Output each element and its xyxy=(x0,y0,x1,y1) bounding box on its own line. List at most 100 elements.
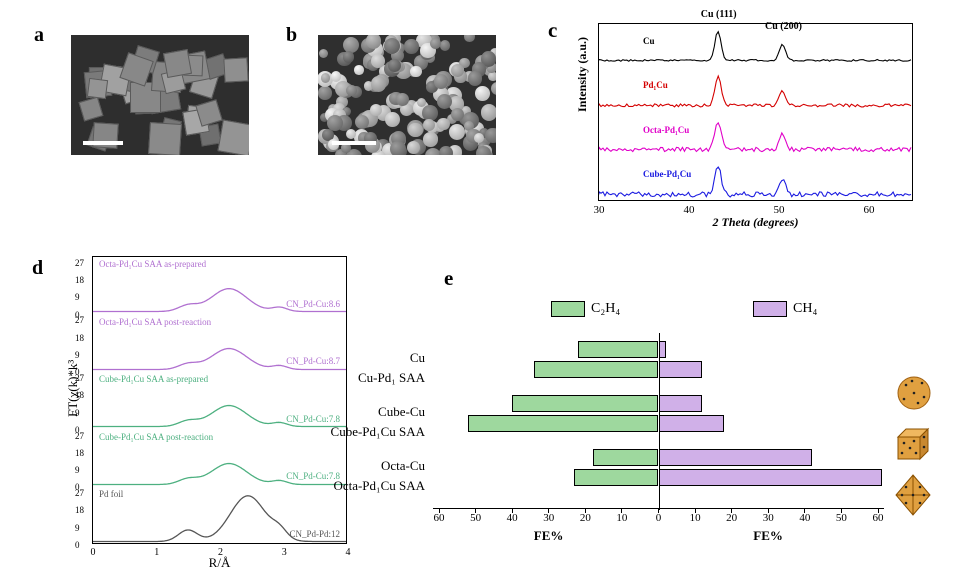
fe-legend-item: CH₄ xyxy=(753,301,817,317)
nanoparticle-octahedron-icon xyxy=(892,473,934,517)
exafs-cn-label: CN_Pd-Cu:7.8 xyxy=(286,471,340,481)
panel-label-c: c xyxy=(548,18,557,43)
fe-bar-ch4 xyxy=(659,341,666,358)
fe-xtick: 30 xyxy=(543,512,554,524)
fe-row-label: Cube-Cu xyxy=(378,404,425,420)
exafs-series-label: Cube-Pd₁Cu SAA post-reaction xyxy=(99,432,213,442)
exafs-ytick: 9 xyxy=(75,350,80,360)
fe-xtick: 50 xyxy=(836,512,847,524)
exafs-trace: Pd foil CN_Pd-Pd:12 xyxy=(93,487,346,545)
exafs-ytick: 18 xyxy=(75,390,84,400)
fe-xtick: 60 xyxy=(434,512,445,524)
exafs-trace: Cube-Pd₁Cu SAA post-reaction CN_Pd-Cu:7.8 xyxy=(93,430,346,488)
xrd-trace: Cu xyxy=(599,24,912,69)
exafs-chart: FT(χ(k)*k³ R/Å 0123409182709182709182709… xyxy=(92,256,347,544)
fe-axis-label-left: FE% xyxy=(534,528,564,544)
xrd-xtick: 30 xyxy=(594,204,605,216)
xrd-xlabel-text: 2 Theta (degrees) xyxy=(713,215,799,229)
fe-bar-ch4 xyxy=(659,469,882,486)
exafs-trace: Octa-Pd₁Cu SAA as-prepared CN_Pd-Cu:8.6 xyxy=(93,257,346,315)
fe-legend-swatch xyxy=(753,301,787,317)
fe-row-label: Cu-Pd₁ SAA xyxy=(358,370,425,386)
exafs-series-label: Octa-Pd₁Cu SAA as-prepared xyxy=(99,259,206,269)
fe-chart: CuCu-Pd₁ SAACube-CuCube-Pd₁Cu SAAOcta-Cu… xyxy=(433,303,884,553)
exafs-ytick: 18 xyxy=(75,275,84,285)
panel-label-a: a xyxy=(34,24,44,47)
fe-bar-ch4 xyxy=(659,395,703,412)
exafs-ytick: 27 xyxy=(75,373,84,383)
exafs-series-label: Pd foil xyxy=(99,489,123,499)
fe-xtick: 30 xyxy=(763,512,774,524)
exafs-xtick: 3 xyxy=(282,547,287,558)
exafs-series-label: Octa-Pd₁Cu SAA post-reaction xyxy=(99,317,211,327)
xrd-xtick: 50 xyxy=(774,204,785,216)
exafs-ytick: 27 xyxy=(75,488,84,498)
exafs-ytick: 27 xyxy=(75,315,84,325)
fe-legend-label: CH₄ xyxy=(793,301,817,317)
fe-xtick: 20 xyxy=(726,512,737,524)
panel-label-d: d xyxy=(32,257,43,280)
exafs-xtick: 2 xyxy=(218,547,223,558)
fe-row-label: Octa-Pd₁Cu SAA xyxy=(333,478,425,494)
exafs-ytick: 27 xyxy=(75,258,84,268)
fe-bar-c2h4 xyxy=(468,415,658,432)
exafs-cn-label: CN_Pd-Cu:8.6 xyxy=(286,299,340,309)
exafs-ytick: 18 xyxy=(75,448,84,458)
xrd-xtick: 40 xyxy=(684,204,695,216)
fe-xtick: 0 xyxy=(656,512,662,524)
xrd-series-label: Octa-Pd₁Cu xyxy=(643,125,689,135)
fe-legend-item: C₂H₄ xyxy=(551,301,620,317)
fe-xtick: 20 xyxy=(580,512,591,524)
fe-xtick: 40 xyxy=(507,512,518,524)
xrd-chart: Intensity (a.u.) 2 Theta (degrees) 30405… xyxy=(598,23,913,201)
fe-barplot: CuCu-Pd₁ SAACube-CuCube-Pd₁Cu SAAOcta-Cu… xyxy=(433,333,884,528)
exafs-ytick: 0 xyxy=(75,540,80,550)
exafs-ytick: 18 xyxy=(75,505,84,515)
fe-bar-c2h4 xyxy=(574,469,658,486)
exafs-series-label: Cube-Pd₁Cu SAA as-prepared xyxy=(99,374,208,384)
exafs-xtick: 1 xyxy=(154,547,159,558)
fe-xtick: 10 xyxy=(616,512,627,524)
exafs-ytick: 18 xyxy=(75,333,84,343)
xrd-series-label: Pd₁Cu xyxy=(643,80,668,90)
fe-row-label: Cu xyxy=(410,350,425,366)
exafs-cn-label: CN_Pd-Pd:12 xyxy=(289,529,340,539)
panel-label-e: e xyxy=(444,266,453,291)
exafs-ytick: 9 xyxy=(75,465,80,475)
fe-legend-label: C₂H₄ xyxy=(591,301,620,317)
xrd-xtick: 60 xyxy=(864,204,875,216)
exafs-ytick: 9 xyxy=(75,292,80,302)
xrd-series-label: Cu xyxy=(643,36,655,46)
xrd-trace: Octa-Pd₁Cu xyxy=(599,113,912,158)
exafs-ytick: 27 xyxy=(75,431,84,441)
scalebar-b xyxy=(332,141,376,145)
exafs-ytick: 9 xyxy=(75,408,80,418)
exafs-cn-label: CN_Pd-Cu:7.8 xyxy=(286,414,340,424)
scalebar-a xyxy=(83,141,123,145)
fe-bar-ch4 xyxy=(659,415,725,432)
fe-legend-swatch xyxy=(551,301,585,317)
exafs-cn-label: CN_Pd-Cu:8.7 xyxy=(286,356,340,366)
xrd-xlabel: 2 Theta (degrees) xyxy=(599,215,912,230)
exafs-xtick: 4 xyxy=(346,547,351,558)
exafs-trace: Octa-Pd₁Cu SAA post-reaction CN_Pd-Cu:8.7 xyxy=(93,315,346,373)
fe-bar-c2h4 xyxy=(578,341,658,358)
fe-row-label: Octa-Cu xyxy=(381,458,425,474)
sem-image-cubes xyxy=(71,35,249,155)
xrd-ylabel: Intensity (a.u.) xyxy=(575,37,590,112)
exafs-xtick: 0 xyxy=(91,547,96,558)
fe-xtick: 10 xyxy=(690,512,701,524)
exafs-ytick: 9 xyxy=(75,523,80,533)
xrd-trace: Cube-Pd₁Cu xyxy=(599,158,912,203)
exafs-trace: Cube-Pd₁Cu SAA as-prepared CN_Pd-Cu:7.8 xyxy=(93,372,346,430)
xrd-series-label: Cube-Pd₁Cu xyxy=(643,169,691,179)
fe-bar-ch4 xyxy=(659,361,703,378)
panel-label-b: b xyxy=(286,24,297,47)
xrd-peak-label: Cu (111) xyxy=(701,9,737,20)
xrd-trace: Pd₁Cu xyxy=(599,69,912,114)
fe-xtick: 50 xyxy=(470,512,481,524)
fe-row-label: Cube-Pd₁Cu SAA xyxy=(331,424,425,440)
fe-xtick: 40 xyxy=(799,512,810,524)
fe-bar-ch4 xyxy=(659,449,813,466)
fe-bar-c2h4 xyxy=(534,361,658,378)
